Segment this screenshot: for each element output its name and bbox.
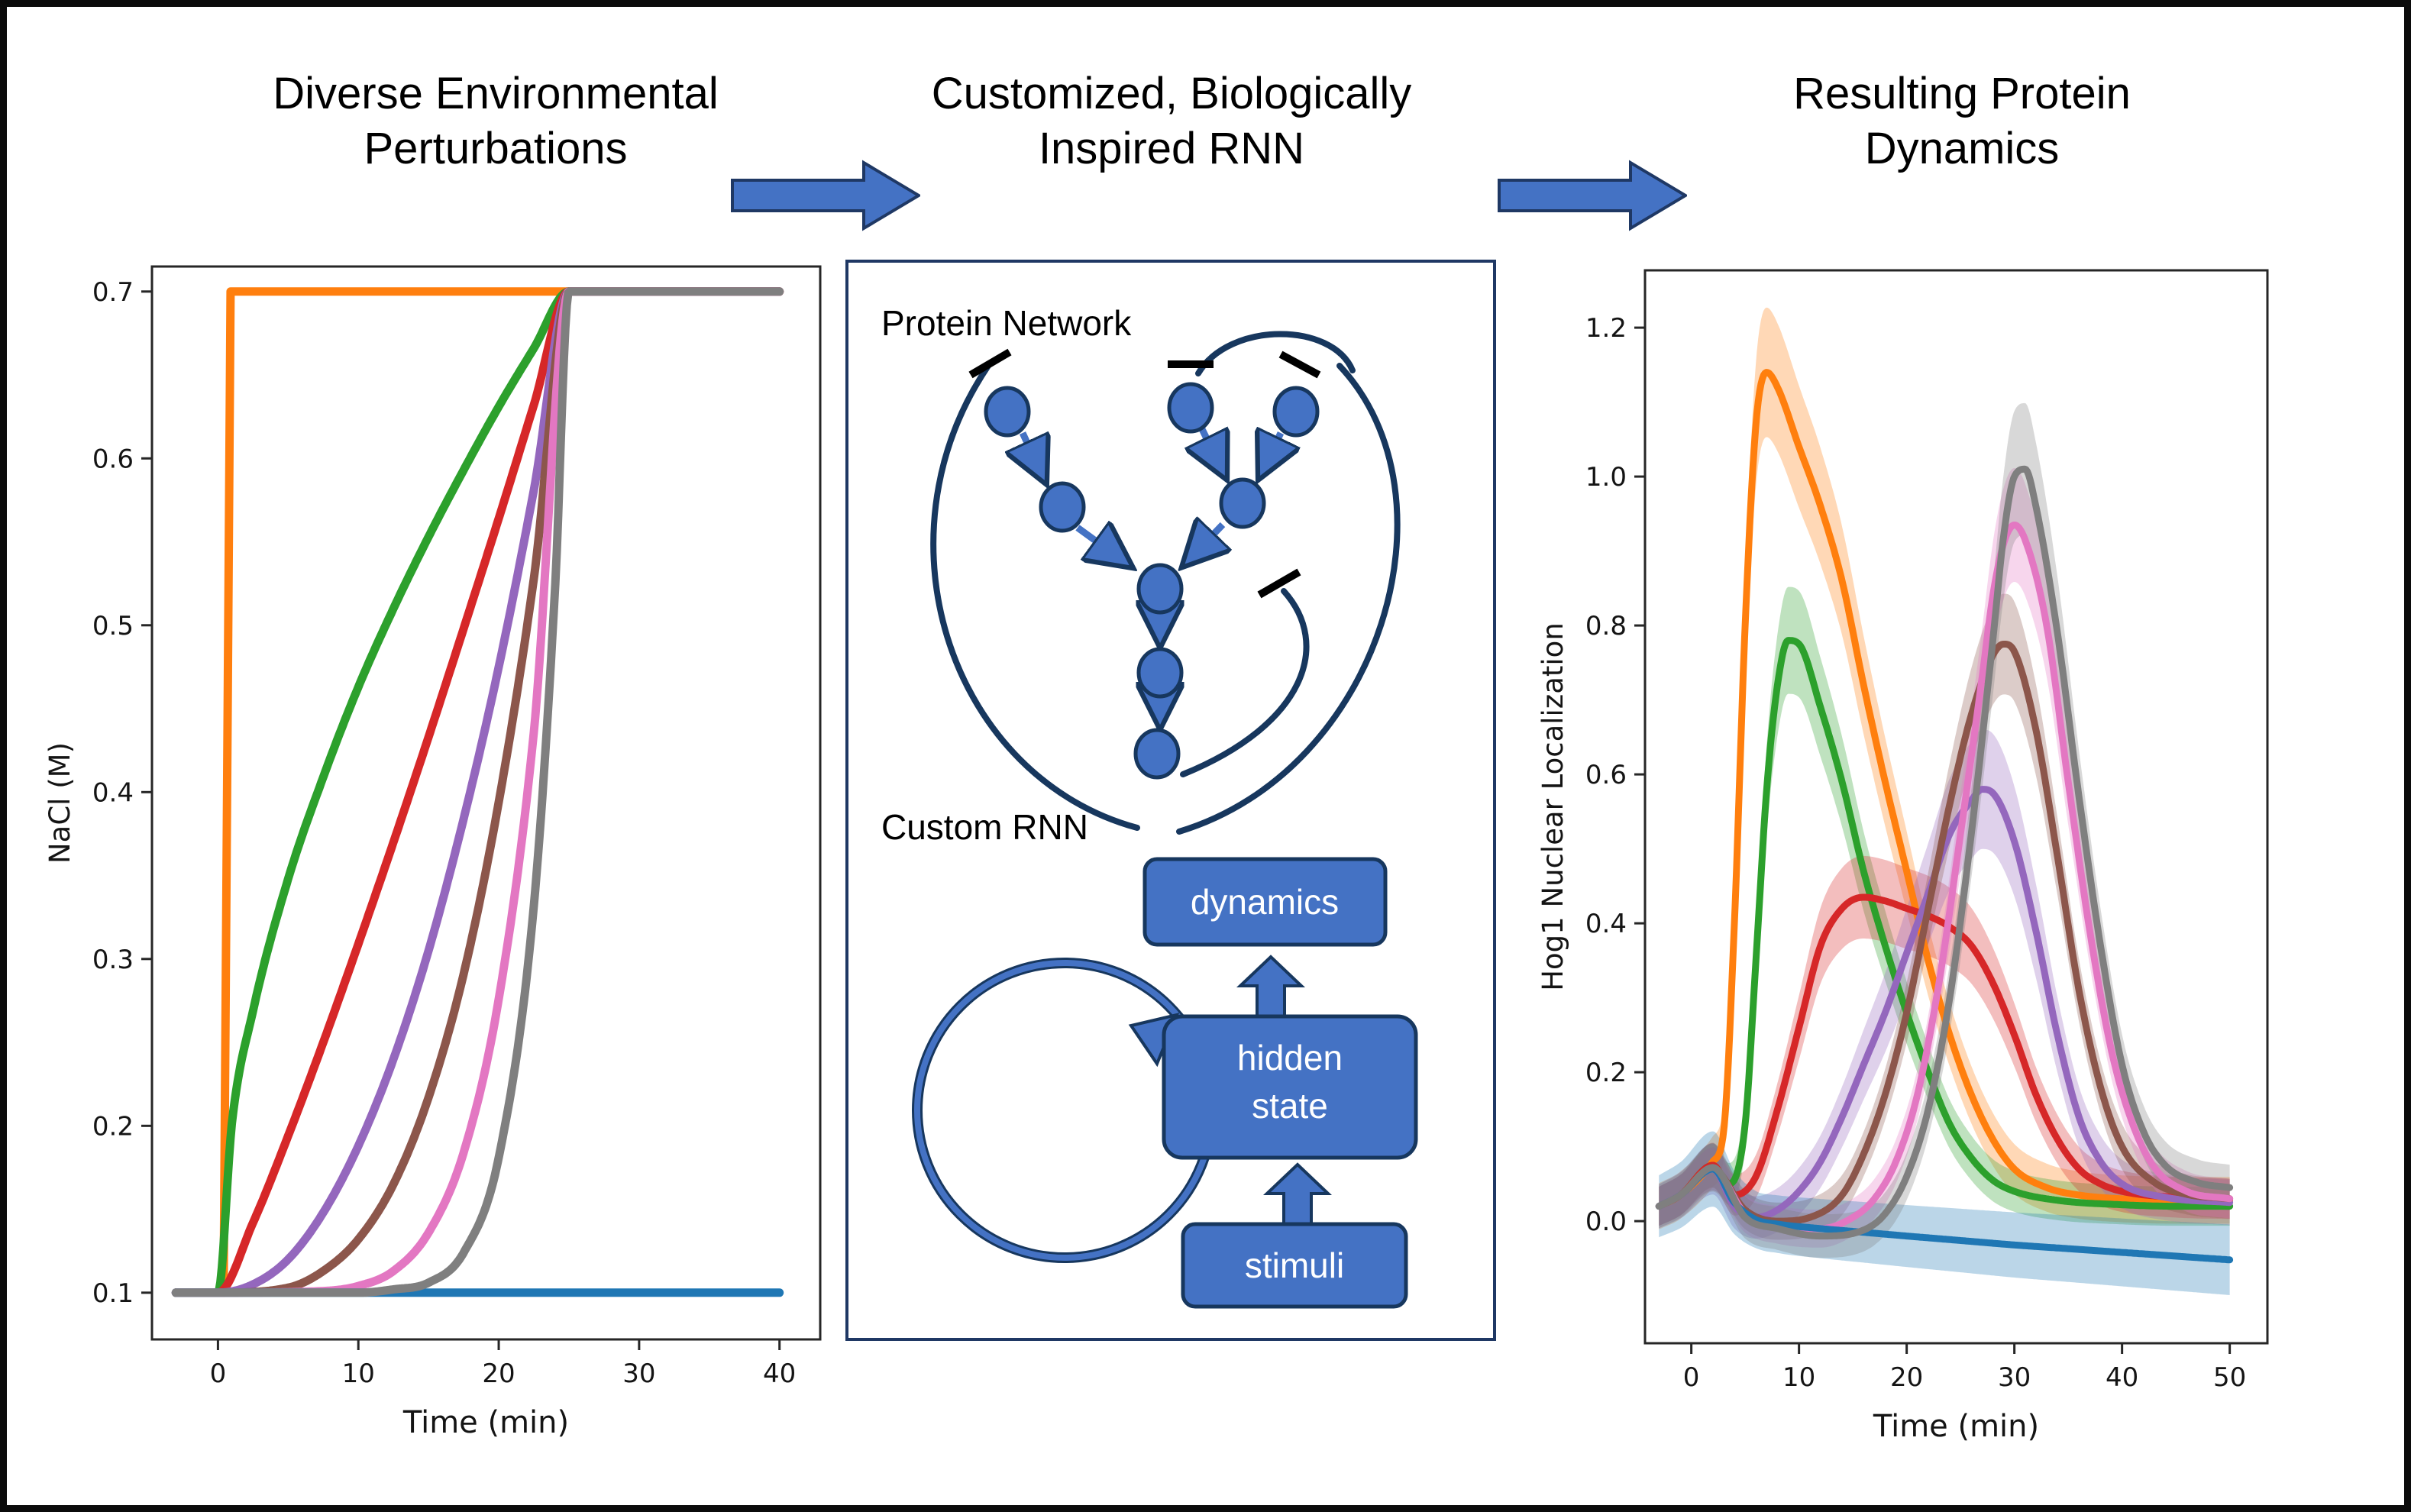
y-tick-label: 0.4 <box>92 777 134 808</box>
header-line: Inspired RNN <box>1038 123 1305 173</box>
y-axis-label: NaCl (M) <box>44 742 76 864</box>
activation-arrow <box>1075 528 1128 564</box>
y-tick-label: 0.0 <box>1585 1207 1627 1237</box>
protein-node <box>984 386 1031 438</box>
inhibition-bar-icon <box>968 348 1012 379</box>
confidence-band-blue-control-response <box>1659 1131 2230 1295</box>
x-tick-label: 10 <box>1782 1362 1815 1393</box>
x-tick-label: 40 <box>2106 1362 2138 1393</box>
hog1-output-chart: 0 10 20 30 40 50 0.0 0.2 0.4 0.6 0.8 1.0 1.2 Time (mi… <box>1537 269 2269 1444</box>
plot-spines <box>1643 269 2269 1345</box>
activation-arrow <box>1186 525 1223 563</box>
stimuli-label: stimuli <box>1245 1245 1344 1285</box>
y-tick-label: 1.0 <box>1585 462 1627 493</box>
diagram-border <box>845 260 1496 1341</box>
x-tick-label: 20 <box>1890 1362 1923 1393</box>
inhibition-bar-icon <box>1278 351 1321 379</box>
protein-node <box>1136 563 1184 615</box>
line-green-fast-ramp <box>171 287 784 1297</box>
confidence-band-purple-response <box>1659 729 2230 1239</box>
x-tick-label: 10 <box>342 1359 375 1389</box>
protein-node <box>1039 481 1086 533</box>
y-tick-label: 0.8 <box>1585 611 1627 641</box>
feedback-edge-left <box>930 363 1140 831</box>
x-tick-label: 0 <box>210 1359 227 1389</box>
protein-node <box>1133 728 1181 780</box>
x-axis-label: Time (min) <box>1873 1409 2039 1444</box>
arrow-stimuli-to-hidden <box>1262 1162 1333 1226</box>
y-tick-label: 0.7 <box>92 277 134 308</box>
hidden-state-label: hidden <box>1237 1038 1343 1077</box>
x-tick-label: 40 <box>763 1359 796 1389</box>
line-gray-response <box>1655 465 2234 1240</box>
activation-arrow <box>1202 429 1224 474</box>
rnn-diagram: Protein Network <box>845 260 1496 1341</box>
inhibition-bar-icon <box>1257 568 1301 599</box>
header-rnn: Customized, Biologically Inspired RNN <box>870 66 1473 176</box>
header-dynamics: Resulting Protein Dynamics <box>1656 66 2267 176</box>
line-blue-control-response <box>1655 1165 2234 1264</box>
arrow-hidden-to-dynamics <box>1236 955 1306 1018</box>
right-arrow-icon <box>1498 160 1687 231</box>
y-tick-label: 0.5 <box>92 611 134 641</box>
hidden-state-box <box>1162 1014 1418 1160</box>
flow-arrow-1 <box>731 160 920 231</box>
header-line: Customized, Biologically <box>931 69 1412 118</box>
y-tick-label: 0.2 <box>92 1111 134 1142</box>
flow-arrow-2 <box>1498 160 1687 231</box>
activation-arrow <box>1261 433 1281 474</box>
header-line: Perturbations <box>364 123 628 173</box>
protein-node <box>1167 382 1214 434</box>
figure-canvas: 0 10 20 30 40 0.1 0.2 0.3 0.4 0.5 0.6 0.7 Time (min)… <box>44 260 2269 1444</box>
nacl-input-chart: 0 10 20 30 40 0.1 0.2 0.3 0.4 0.5 0.6 0.7 Time (min)… <box>44 265 822 1440</box>
plot-spines <box>150 265 822 1341</box>
x-tick-label: 50 <box>2213 1362 2246 1393</box>
header-line: Resulting Protein <box>1793 69 2131 118</box>
protein-node <box>1272 386 1320 438</box>
x-tick-label: 30 <box>1998 1362 2031 1393</box>
protein-network-title: Protein Network <box>881 303 1132 343</box>
x-tick-label: 0 <box>1683 1362 1700 1393</box>
header-perturbations: Diverse Environmental Perturbations <box>194 66 797 176</box>
y-tick-label: 0.4 <box>1585 909 1627 939</box>
y-tick-label: 0.2 <box>1585 1058 1627 1088</box>
y-tick-label: 1.2 <box>1585 313 1627 344</box>
y-tick-label: 0.1 <box>92 1278 134 1309</box>
protein-node <box>1219 477 1266 529</box>
custom-rnn-title: Custom RNN <box>881 807 1088 847</box>
stimuli-box <box>1181 1222 1408 1309</box>
y-tick-label: 0.3 <box>92 945 134 975</box>
activation-arrow <box>1023 433 1044 479</box>
x-tick-label: 20 <box>482 1359 515 1389</box>
line-gray-latest-steep-ramp <box>171 287 784 1297</box>
feedback-edge-inner <box>1180 588 1310 777</box>
hidden-state-label: state <box>1252 1086 1328 1126</box>
x-axis-label: Time (min) <box>402 1405 569 1440</box>
right-arrow-icon <box>731 160 920 231</box>
y-tick-label: 0.6 <box>92 444 134 474</box>
feedback-edge-top <box>1195 331 1356 376</box>
series-group <box>171 287 784 1297</box>
line-green-response <box>1655 637 2234 1210</box>
protein-node <box>1136 647 1184 699</box>
dynamics-label: dynamics <box>1191 882 1339 922</box>
x-tick-label: 30 <box>622 1359 655 1389</box>
header-line: Diverse Environmental <box>273 69 719 118</box>
y-axis-label: Hog1 Nuclear Localization <box>1537 622 1569 991</box>
y-tick-label: 0.6 <box>1585 760 1627 790</box>
dynamics-box <box>1142 857 1388 947</box>
header-line: Dynamics <box>1864 123 2060 173</box>
series-group <box>1655 307 2234 1295</box>
feedback-edge-right <box>1176 363 1401 835</box>
